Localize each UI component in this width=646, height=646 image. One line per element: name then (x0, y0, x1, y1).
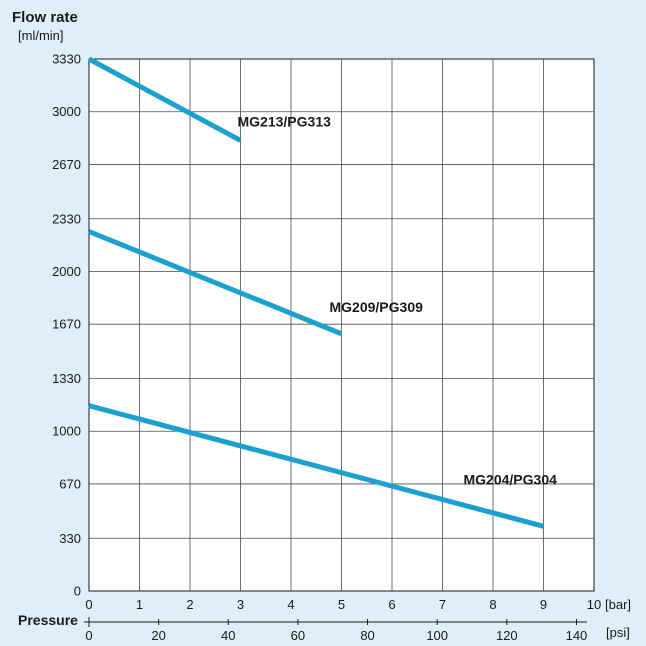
y-tick-label: 670 (59, 476, 81, 491)
grid-lines (89, 59, 594, 591)
x-tick-label-bar: 5 (338, 597, 345, 612)
y-tick-label: 0 (74, 584, 81, 599)
tick-labels: 0330670100013301670200023302670300033300… (52, 52, 601, 644)
y-tick-label: 2000 (52, 264, 81, 279)
y-tick-label: 2330 (52, 211, 81, 226)
x-tick-label-psi: 0 (85, 628, 92, 643)
x-tick-label-psi: 80 (360, 628, 374, 643)
x-axis-title: Pressure (18, 612, 78, 628)
x-axis-unit-bar: [bar] (605, 597, 631, 612)
x-tick-label-bar: 6 (388, 597, 395, 612)
y-tick-label: 1670 (52, 317, 81, 332)
x-tick-label-psi: 40 (221, 628, 235, 643)
x-tick-label-bar: 9 (540, 597, 547, 612)
series-line (88, 229, 343, 337)
y-tick-label: 1000 (52, 424, 81, 439)
y-tick-label: 1330 (52, 371, 81, 386)
y-tick-label: 330 (59, 531, 81, 546)
series-label: MG204/PG304 (464, 471, 558, 487)
series-label: MG209/PG309 (330, 299, 424, 315)
x-tick-label-bar: 8 (489, 597, 496, 612)
y-axis-unit: [ml/min] (18, 28, 64, 43)
x-tick-label-bar: 0 (85, 597, 92, 612)
x-axis-unit-psi: [psi] (606, 625, 630, 640)
series-labels: MG213/PG313 MG209/PG309 MG204/PG304 (238, 113, 558, 487)
x-tick-label-bar: 2 (186, 597, 193, 612)
x-tick-label-bar: 10 (587, 597, 601, 612)
x-tick-label-psi: 100 (426, 628, 448, 643)
x-tick-label-bar: 4 (287, 597, 294, 612)
y-tick-label: 2670 (52, 157, 81, 172)
series-lines (87, 56, 545, 529)
x-tick-label-bar: 3 (237, 597, 244, 612)
y-tick-label: 3000 (52, 104, 81, 119)
series-line (88, 403, 545, 529)
y-tick-label: 3330 (52, 52, 81, 67)
x-tick-label-psi: 140 (566, 628, 588, 643)
x-tick-label-bar: 7 (439, 597, 446, 612)
x-tick-label-bar: 1 (136, 597, 143, 612)
y-axis-title: Flow rate (12, 9, 78, 26)
series-line (87, 56, 242, 143)
x-tick-label-psi: 20 (151, 628, 165, 643)
x-tick-label-psi: 120 (496, 628, 518, 643)
series-label: MG213/PG313 (238, 113, 332, 129)
x-tick-label-psi: 60 (291, 628, 305, 643)
